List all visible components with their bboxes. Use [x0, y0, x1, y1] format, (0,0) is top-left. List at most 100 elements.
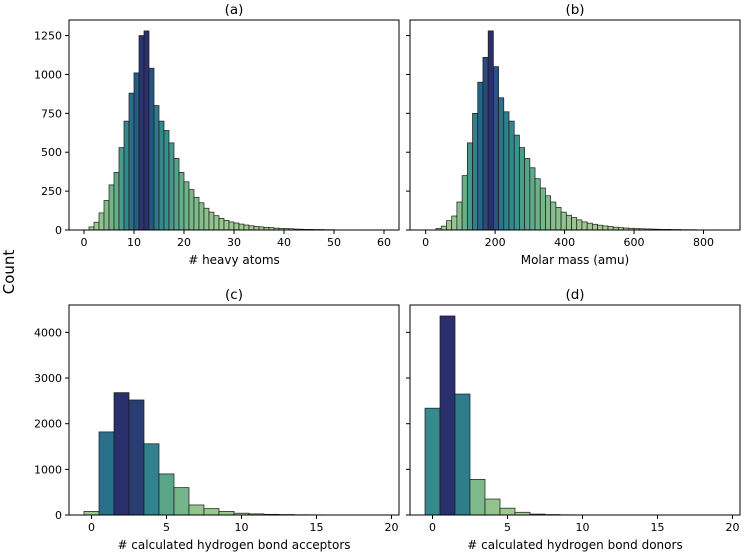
bar	[133, 72, 140, 231]
bar	[469, 479, 486, 516]
bar	[477, 81, 484, 231]
bar	[173, 158, 180, 231]
bar	[98, 431, 115, 516]
bar	[451, 215, 458, 231]
x-tick-label: 10	[235, 521, 249, 534]
bar	[128, 92, 135, 231]
y-tick-label: 500	[41, 146, 62, 159]
bar	[233, 222, 240, 231]
x-tick-label: 40	[277, 236, 291, 249]
y-tick-label: 4000	[34, 326, 62, 339]
bar	[439, 315, 456, 516]
bar	[238, 223, 245, 231]
y-tick-label: 750	[41, 107, 62, 120]
bar	[228, 221, 235, 231]
bar	[534, 178, 541, 231]
x-tick-label: 30	[227, 236, 241, 249]
bar	[113, 172, 120, 231]
panel-title: (c)	[225, 287, 243, 303]
bar	[158, 473, 175, 516]
bar	[498, 97, 505, 231]
bar	[128, 399, 145, 516]
bar	[143, 443, 160, 516]
x-tick-label: 5	[504, 521, 511, 534]
bar	[446, 220, 453, 231]
bar	[248, 225, 255, 231]
bar	[188, 189, 195, 231]
bar	[602, 225, 609, 231]
x-tick-label: 400	[554, 236, 575, 249]
bar	[493, 66, 499, 231]
bar	[539, 187, 546, 231]
bar	[508, 120, 515, 231]
bar	[208, 211, 215, 231]
bar	[148, 67, 155, 231]
x-axis-label: # calculated hydrogen bond donors	[467, 538, 682, 552]
bar	[158, 120, 165, 231]
bar	[484, 498, 501, 516]
x-tick-label: 5	[163, 521, 170, 534]
bar	[576, 219, 583, 231]
x-tick-label: 0	[81, 236, 88, 249]
bar	[173, 487, 190, 516]
bar	[586, 222, 593, 231]
bar	[103, 200, 110, 231]
bar	[461, 175, 468, 231]
bar	[143, 30, 150, 231]
bar	[581, 221, 588, 231]
y-tick-label: 0	[55, 509, 62, 522]
bar	[218, 511, 235, 516]
panel-3: 0 5 10 15 20 (d) # calculated hydrogen bond do…	[406, 287, 741, 552]
bar	[529, 167, 536, 231]
bar	[118, 147, 125, 231]
bar	[98, 212, 105, 231]
bar	[560, 211, 567, 231]
x-axis-label: # calculated hydrogen bond acceptors	[117, 538, 350, 552]
bar	[153, 105, 160, 231]
x-tick-label: 0	[429, 521, 436, 534]
y-tick-label: 2000	[34, 418, 62, 431]
x-tick-label: 20	[385, 521, 399, 534]
bar	[123, 120, 130, 231]
x-tick-label: 60	[377, 236, 391, 249]
bar	[138, 35, 145, 231]
x-tick-label: 0	[88, 521, 95, 534]
panel-title: (d)	[565, 287, 584, 303]
bar	[456, 201, 463, 231]
bar	[499, 507, 516, 516]
axes-frame	[409, 304, 741, 516]
bar	[163, 130, 170, 231]
bar	[213, 215, 220, 231]
x-tick-label: 600	[624, 236, 645, 249]
bar	[545, 195, 552, 231]
panel-1: 0 200 400 600 800 (b) Molar mass (amu)	[406, 2, 741, 267]
axes-frame	[68, 304, 400, 516]
x-tick-label: 15	[310, 521, 324, 534]
x-tick-label: 10	[576, 521, 590, 534]
bar	[218, 217, 225, 231]
y-tick-label: 1250	[34, 30, 62, 43]
x-tick-label: 20	[177, 236, 191, 249]
bar	[472, 112, 479, 231]
bar	[519, 147, 525, 231]
y-tick-label: 1000	[34, 463, 62, 476]
bar	[183, 181, 190, 231]
x-tick-label: 0	[422, 236, 429, 249]
bar	[482, 56, 489, 231]
bar	[454, 393, 471, 516]
panel-title: (a)	[225, 2, 244, 18]
x-tick-label: 200	[485, 236, 506, 249]
bar	[203, 508, 220, 516]
y-tick-label: 1000	[34, 68, 62, 81]
x-tick-label: 800	[693, 236, 714, 249]
bar	[168, 142, 175, 231]
bar	[555, 207, 562, 231]
bar	[513, 134, 520, 231]
panel-0: 0 10 20 30 40 50 60 0 250 500 750 1000 1250 (a) # heav…	[34, 2, 400, 267]
y-tick-label: 0	[55, 224, 62, 237]
bar	[550, 201, 557, 231]
bar	[203, 207, 210, 231]
y-tick-label: 3000	[34, 372, 62, 385]
x-axis-label: Molar mass (amu)	[521, 253, 630, 267]
